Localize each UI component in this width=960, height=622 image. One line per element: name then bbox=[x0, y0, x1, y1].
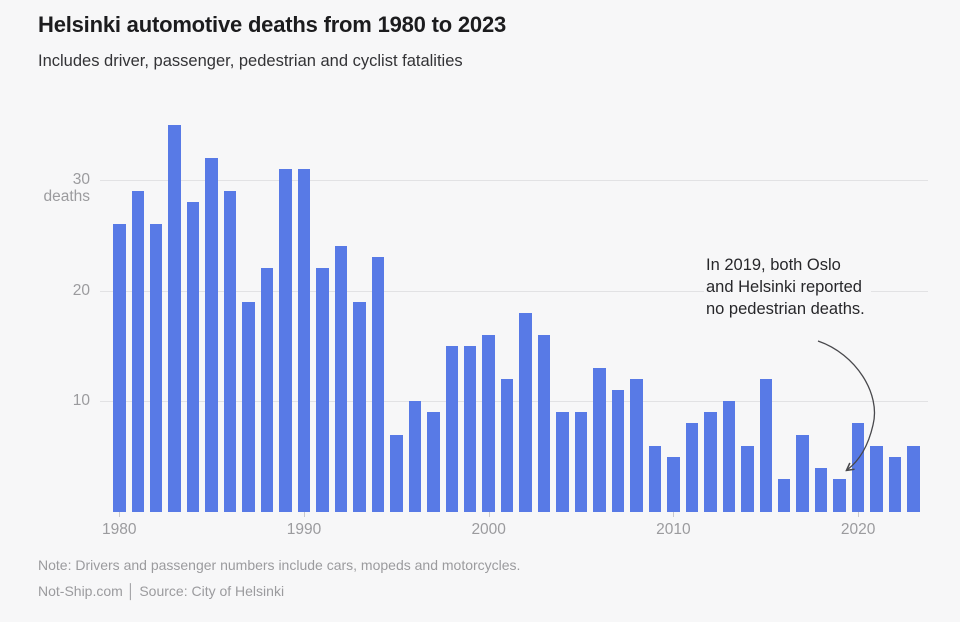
bar-1987 bbox=[242, 301, 255, 512]
bar-1994 bbox=[371, 257, 385, 512]
x-tick-label-2020: 2020 bbox=[840, 521, 876, 538]
x-tick-2020 bbox=[858, 512, 860, 517]
bar-2007 bbox=[611, 390, 625, 512]
bar-1988 bbox=[260, 268, 274, 512]
bar-2003 bbox=[537, 334, 551, 512]
bar-1996 bbox=[408, 401, 422, 512]
x-tick-1990 bbox=[304, 512, 305, 517]
bar-2021 bbox=[870, 445, 883, 512]
bar-1991 bbox=[316, 268, 329, 512]
bar-2017 bbox=[796, 434, 809, 512]
x-tick-label-1980: 1980 bbox=[102, 521, 137, 538]
x-tick-label-1990: 1990 bbox=[286, 521, 322, 538]
bar-2010 bbox=[667, 456, 680, 512]
bar-1986 bbox=[223, 190, 237, 512]
bar-1985 bbox=[205, 157, 218, 512]
bar-2014 bbox=[741, 445, 754, 512]
bar-2016 bbox=[777, 478, 791, 512]
bar-2009 bbox=[648, 445, 662, 512]
annotation-text: In 2019, both Oslo and Helsinki reported… bbox=[704, 252, 871, 322]
source-credit: Not-Ship.com │ Source: City of Helsinki bbox=[38, 583, 285, 599]
y-tick-label-10: 10 bbox=[72, 392, 90, 410]
bar-1990 bbox=[297, 168, 311, 512]
x-tick-2000 bbox=[488, 512, 490, 517]
bar-2008 bbox=[630, 379, 643, 512]
y-axis-unit-label: deaths bbox=[43, 187, 90, 205]
plot-area bbox=[100, 100, 928, 517]
bar-1989 bbox=[279, 168, 292, 512]
bar-2000 bbox=[482, 334, 495, 512]
bar-2015 bbox=[759, 379, 772, 512]
bar-2004 bbox=[556, 412, 569, 512]
bar-1998 bbox=[445, 345, 458, 512]
bar-1980 bbox=[113, 224, 126, 512]
footnote: Note: Drivers and passenger numbers incl… bbox=[38, 557, 521, 573]
bar-2001 bbox=[500, 379, 514, 512]
y-tick-label-20: 20 bbox=[72, 281, 90, 299]
y-tick-label-30: 30 deaths bbox=[30, 171, 90, 205]
chart-subtitle: Includes driver, passenger, pedestrian a… bbox=[38, 52, 463, 70]
bar-2006 bbox=[593, 368, 606, 512]
bar-2019 bbox=[833, 478, 846, 512]
bar-1993 bbox=[353, 301, 366, 512]
x-tick-1980 bbox=[119, 512, 121, 517]
gridline-y30 bbox=[100, 179, 928, 181]
bar-1995 bbox=[390, 434, 403, 512]
x-tick-label-2000: 2000 bbox=[471, 521, 506, 538]
bar-2018 bbox=[814, 467, 828, 512]
bar-2002 bbox=[519, 312, 532, 512]
bar-2013 bbox=[722, 401, 736, 512]
bar-2020 bbox=[851, 423, 865, 512]
bar-1997 bbox=[427, 412, 440, 512]
gridline-y20 bbox=[100, 290, 928, 292]
bar-2023 bbox=[907, 445, 920, 512]
chart-title: Helsinki automotive deaths from 1980 to … bbox=[38, 12, 507, 37]
gridline-y10 bbox=[100, 401, 928, 403]
bar-2011 bbox=[685, 423, 699, 512]
bar-1984 bbox=[186, 202, 200, 512]
bar-2022 bbox=[888, 456, 902, 512]
x-tick-2010 bbox=[673, 512, 675, 517]
bar-1999 bbox=[463, 345, 477, 512]
bar-2012 bbox=[704, 412, 717, 512]
bar-1981 bbox=[131, 190, 145, 512]
x-tick-label-2010: 2010 bbox=[656, 521, 691, 538]
bar-1982 bbox=[149, 224, 163, 512]
bar-2005 bbox=[574, 412, 588, 512]
bar-1983 bbox=[168, 124, 181, 512]
bar-1992 bbox=[334, 246, 348, 512]
